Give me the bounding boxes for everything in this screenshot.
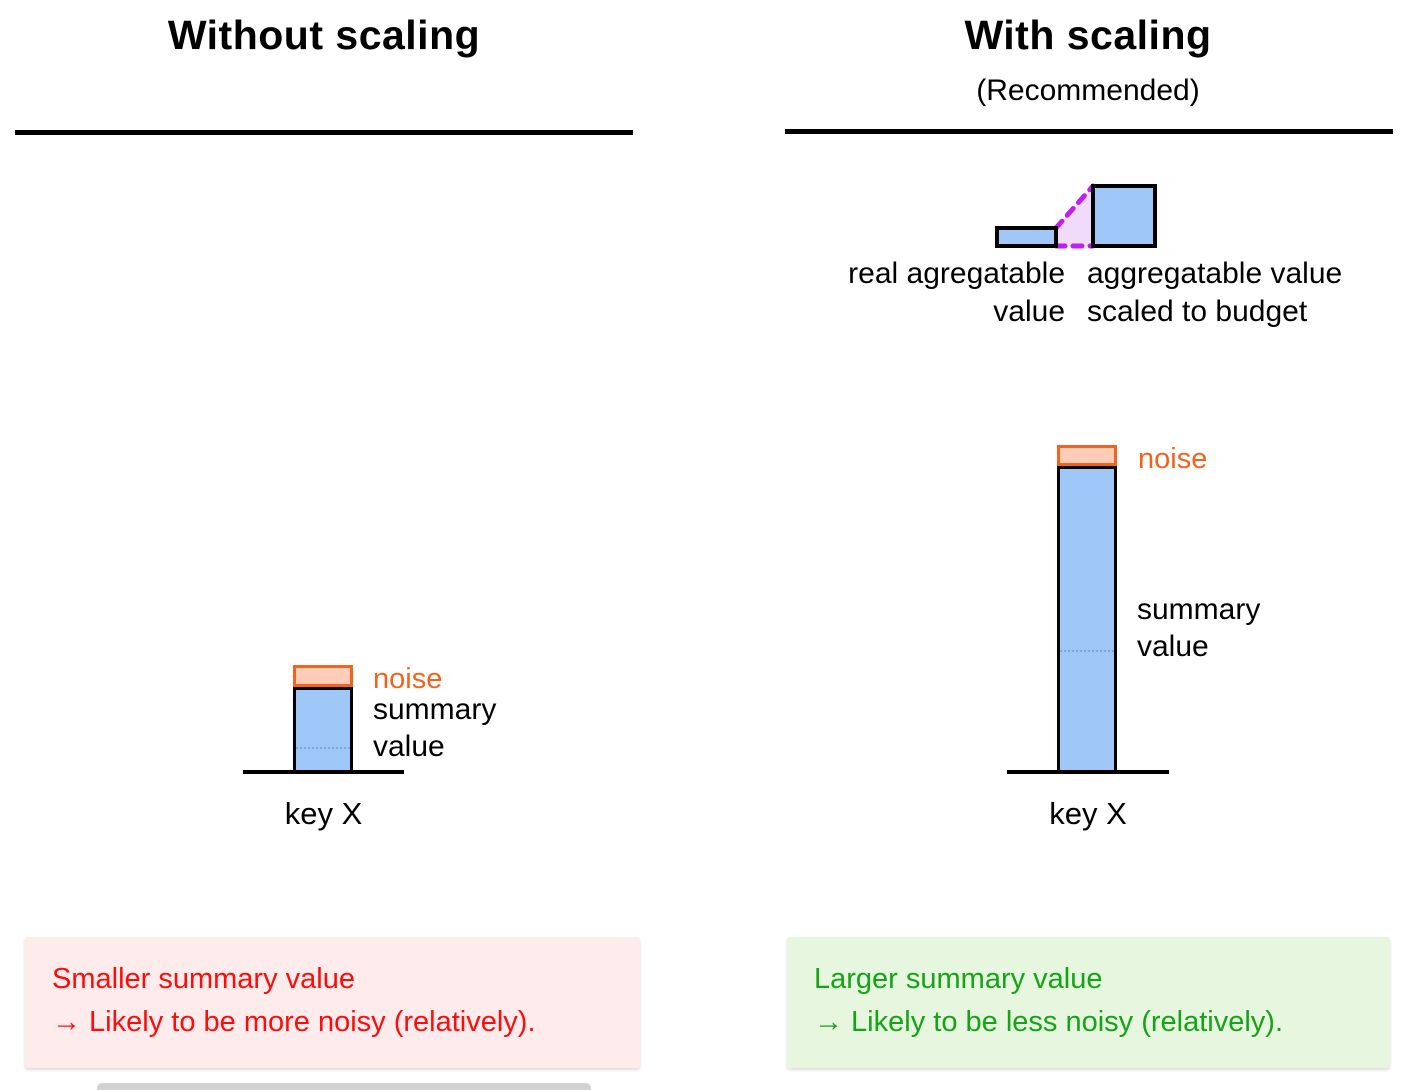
left-noise-label: noise: [373, 663, 443, 695]
label-line: scaled to budget: [1087, 295, 1308, 328]
value-scaling-illustration: [995, 183, 1157, 249]
horizontal-scrollbar-thumb[interactable]: [97, 1083, 591, 1090]
left-callout-line2: → Likely to be more noisy (relatively).: [52, 1006, 536, 1038]
left-summary-bar: [293, 687, 353, 773]
summary-label-line: summary: [1137, 593, 1261, 626]
real-aggregatable-value-bar: [995, 226, 1058, 248]
label-line: real agregatable: [848, 257, 1065, 290]
summary-label-line: summary: [373, 693, 497, 726]
label-line: aggregatable value: [1087, 257, 1343, 290]
left-column-title: Without scaling: [167, 12, 481, 58]
right-divider-rule: [785, 129, 1393, 134]
scaling-dash-top: [1053, 183, 1096, 231]
right-callout-line2: → Likely to be less noisy (relatively).: [814, 1006, 1283, 1038]
scaling-trapezoid: [1056, 186, 1093, 246]
left-bar-midline: [296, 747, 350, 749]
real-aggregatable-value-label: real agregatable value: [813, 255, 1065, 331]
left-summary-value-label: summary value: [373, 691, 496, 765]
right-key-x-label: key X: [1049, 796, 1127, 831]
right-summary-value-label: summary value: [1137, 591, 1260, 665]
label-line: value: [993, 295, 1065, 328]
summary-label-line: value: [373, 730, 445, 763]
left-noise-segment: [293, 665, 353, 687]
right-summary-bar: [1057, 466, 1117, 773]
right-callout-line1: Larger summary value: [814, 963, 1103, 995]
right-noise-label: noise: [1138, 443, 1208, 475]
left-divider-rule: [15, 130, 633, 135]
left-callout-line1: Smaller summary value: [52, 963, 355, 995]
summary-label-line: value: [1137, 630, 1209, 663]
right-bar-midline: [1060, 650, 1114, 652]
right-column-title: With scaling: [964, 12, 1212, 58]
left-key-x-label: key X: [284, 796, 363, 831]
scaled-value-square: [1091, 184, 1157, 248]
right-callout-box: Larger summary value → Likely to be less…: [787, 937, 1390, 1068]
left-callout-box: Smaller summary value → Likely to be mor…: [25, 937, 640, 1068]
right-column-subtitle: (Recommended): [976, 74, 1200, 107]
scaled-to-budget-label: aggregatable value scaled to budget: [1087, 255, 1397, 331]
right-noise-segment: [1057, 445, 1117, 466]
